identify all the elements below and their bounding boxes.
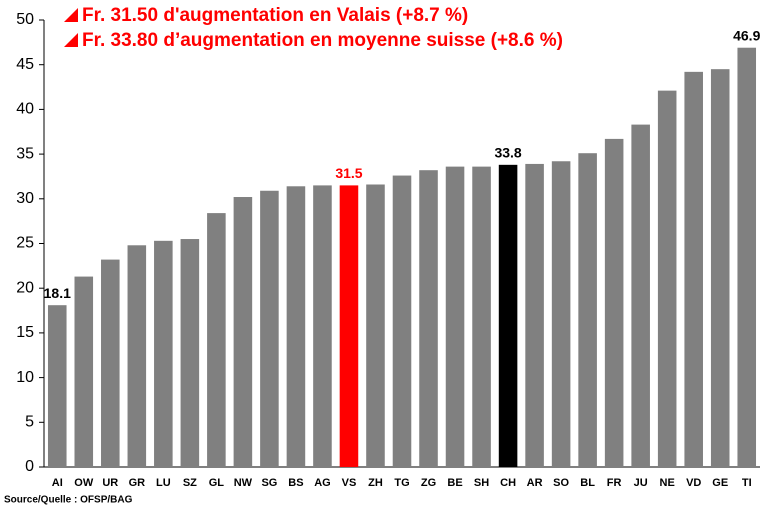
source: Source/Quelle : OFSP/BAG xyxy=(4,495,133,506)
x-tick-label: AG xyxy=(314,477,331,489)
x-tick-label: SO xyxy=(553,477,569,489)
x-tick-label: ZG xyxy=(421,477,436,489)
x-tick-label: SH xyxy=(474,477,489,489)
bar xyxy=(657,90,677,467)
x-tick-label: GR xyxy=(129,477,146,489)
bar xyxy=(631,124,650,468)
bullet-triangle xyxy=(64,8,78,22)
y-tick-label: 45 xyxy=(16,56,34,73)
bar xyxy=(498,164,518,467)
bar xyxy=(445,166,465,467)
x-tick-label: SZ xyxy=(183,477,197,489)
x-tick-label: VD xyxy=(686,477,701,489)
x-tick-label: TG xyxy=(394,477,409,489)
y-tick-label: 35 xyxy=(16,145,34,162)
bar xyxy=(392,175,412,467)
bar xyxy=(207,213,226,467)
bar xyxy=(47,305,67,467)
value-label: 18.1 xyxy=(44,285,71,301)
x-tick-label: BE xyxy=(447,477,462,489)
value-label: 31.5 xyxy=(335,165,362,181)
x-tick-label: NW xyxy=(234,477,253,489)
x-tick-label: BS xyxy=(288,477,303,489)
value-label: 33.8 xyxy=(494,145,521,161)
x-tick-label: ZH xyxy=(368,477,383,489)
y-tick-label: 15 xyxy=(16,324,34,341)
y-tick-label: 50 xyxy=(16,11,34,28)
x-tick-label: GE xyxy=(712,477,728,489)
bar xyxy=(604,138,624,468)
bar xyxy=(684,71,703,468)
y-tick-label: 0 xyxy=(25,458,34,475)
y-tick-label: 40 xyxy=(16,101,34,118)
bar xyxy=(366,184,385,467)
bar xyxy=(339,185,359,467)
bar xyxy=(180,239,200,467)
y-tick-label: 10 xyxy=(16,369,34,386)
value-label: 46.9 xyxy=(733,27,760,43)
bar xyxy=(710,69,730,468)
x-tick-label: VS xyxy=(342,477,357,489)
y-tick-label: 20 xyxy=(16,279,34,296)
annotation: Fr. 31.50 d'augmentation en Valais (+8.7… xyxy=(82,5,468,26)
x-tick-label: JU xyxy=(634,477,648,489)
bullet-triangle xyxy=(64,33,78,47)
x-tick-label: UR xyxy=(102,477,118,489)
x-tick-label: CH xyxy=(500,477,516,489)
bar xyxy=(127,245,147,467)
x-tick-label: SG xyxy=(261,477,277,489)
bar xyxy=(260,190,279,467)
bar xyxy=(737,47,757,468)
bar xyxy=(472,166,491,467)
bar xyxy=(74,276,94,467)
y-tick-label: 5 xyxy=(25,414,34,431)
bar xyxy=(286,186,306,467)
bar xyxy=(525,163,544,467)
x-tick-label: LU xyxy=(156,477,171,489)
bar xyxy=(578,153,597,467)
x-tick-label: OW xyxy=(74,477,94,489)
bar xyxy=(154,240,173,467)
x-tick-label: TI xyxy=(742,477,752,489)
bar xyxy=(313,185,332,467)
bar xyxy=(419,170,438,467)
bar xyxy=(101,259,120,467)
x-tick-label: GL xyxy=(209,477,225,489)
x-tick-label: FR xyxy=(607,477,622,489)
y-tick-label: 30 xyxy=(16,190,34,207)
y-tick-label: 25 xyxy=(16,235,34,252)
x-tick-label: AR xyxy=(527,477,543,489)
x-tick-label: BL xyxy=(580,477,595,489)
annotation: Fr. 33.80 d’augmentation en moyenne suis… xyxy=(82,30,563,51)
bar xyxy=(233,197,253,467)
x-tick-label: NE xyxy=(660,477,675,489)
x-tick-label: AI xyxy=(52,477,63,489)
bar xyxy=(551,161,571,467)
